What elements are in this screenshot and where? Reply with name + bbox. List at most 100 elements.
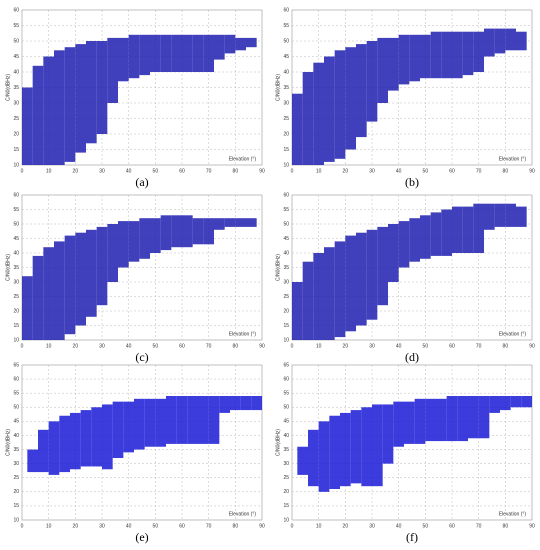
point-cloud (388, 37, 399, 91)
x-tick-label: 20 (73, 523, 79, 529)
x-tick-label: 0 (291, 168, 294, 174)
y-tick-label: 15 (283, 503, 289, 509)
point-cloud (409, 218, 420, 262)
x-tick-label: 10 (46, 168, 52, 174)
x-tick-label: 10 (316, 523, 322, 529)
point-cloud (457, 396, 468, 442)
x-tick-label: 40 (126, 168, 132, 174)
x-tick-label: 20 (73, 168, 79, 174)
panel-label: (e) (135, 530, 148, 544)
y-tick-label: 20 (283, 131, 289, 137)
point-cloud (214, 218, 225, 230)
point-cloud (208, 396, 220, 444)
x-tick-label: 50 (153, 168, 159, 174)
point-cloud (22, 87, 33, 165)
y-tick-label: 45 (283, 54, 289, 60)
panel-label: (f) (406, 530, 418, 544)
point-cloud (452, 206, 463, 253)
y-tick-label: 50 (13, 405, 19, 411)
point-cloud (182, 215, 193, 248)
x-tick-label: 40 (396, 523, 402, 529)
point-cloud (171, 215, 182, 248)
point-cloud (246, 218, 257, 227)
point-cloud (235, 37, 246, 51)
x-tick-label: 60 (179, 523, 185, 529)
x-axis-label: Elevation (°) (229, 511, 257, 517)
x-axis-label: Elevation (°) (499, 156, 527, 162)
point-cloud (404, 401, 415, 444)
x-tick-label: 10 (46, 523, 52, 529)
point-cloud (420, 215, 431, 259)
y-tick-label: 45 (13, 54, 19, 60)
point-cloud (96, 41, 108, 134)
x-tick-label: 80 (233, 343, 239, 349)
point-cloud (361, 407, 372, 487)
x-tick-label: 50 (153, 343, 159, 349)
point-cloud (356, 232, 367, 326)
point-cloud (139, 218, 150, 259)
x-tick-label: 30 (99, 343, 105, 349)
y-tick-label: 60 (283, 192, 289, 198)
point-cloud (409, 34, 420, 82)
point-cloud (393, 401, 404, 447)
point-cloud (86, 229, 97, 317)
point-cloud (313, 253, 324, 340)
y-tick-label: 45 (283, 419, 289, 425)
x-tick-label: 90 (529, 343, 535, 349)
point-cloud (377, 226, 388, 306)
y-tick-label: 40 (13, 250, 19, 256)
y-tick-label: 50 (13, 221, 19, 227)
y-tick-label: 10 (283, 337, 289, 343)
point-cloud (160, 215, 172, 251)
point-cloud (32, 65, 44, 165)
point-cloud (430, 31, 442, 79)
point-cloud (425, 398, 436, 442)
x-tick-label: 70 (476, 343, 482, 349)
point-cloud (128, 34, 140, 79)
point-cloud (134, 398, 145, 450)
y-tick-label: 20 (283, 489, 289, 495)
y-tick-label: 25 (283, 475, 289, 481)
y-tick-label: 40 (283, 69, 289, 75)
point-cloud (155, 398, 166, 447)
x-tick-label: 30 (99, 523, 105, 529)
x-tick-label: 50 (423, 343, 429, 349)
y-tick-label: 55 (283, 23, 289, 29)
point-cloud (112, 401, 124, 458)
y-axis-label: C/N0(dBHz) (5, 254, 11, 281)
y-axis-label: C/N0(dBHz) (275, 74, 281, 101)
x-tick-label: 90 (259, 523, 265, 529)
point-cloud (420, 34, 431, 79)
x-tick-label: 80 (233, 168, 239, 174)
y-tick-label: 25 (13, 116, 19, 122)
point-cloud (187, 396, 198, 444)
point-cloud (340, 412, 351, 487)
y-tick-label: 55 (13, 207, 19, 213)
x-tick-label: 70 (206, 168, 212, 174)
point-cloud (64, 47, 76, 162)
panel-label: (a) (135, 175, 148, 189)
y-tick-label: 65 (13, 362, 19, 368)
point-cloud (251, 396, 262, 411)
point-cloud (59, 415, 70, 473)
point-cloud (313, 62, 324, 166)
y-tick-label: 15 (13, 323, 19, 329)
x-tick-label: 20 (343, 343, 349, 349)
point-cloud (246, 37, 257, 48)
y-tick-label: 40 (13, 69, 19, 75)
y-tick-label: 20 (283, 308, 289, 314)
point-cloud (203, 218, 214, 245)
point-cloud (171, 34, 182, 72)
y-tick-label: 40 (13, 433, 19, 439)
point-cloud (382, 404, 394, 464)
y-tick-label: 35 (283, 447, 289, 453)
panel-label: (b) (405, 175, 419, 189)
point-cloud (292, 282, 303, 340)
point-cloud (462, 206, 474, 253)
point-cloud (436, 398, 447, 442)
y-axis-label: C/N0(dBHz) (275, 429, 281, 456)
point-cloud (91, 407, 102, 467)
y-tick-label: 10 (13, 517, 19, 523)
point-cloud (107, 224, 118, 282)
